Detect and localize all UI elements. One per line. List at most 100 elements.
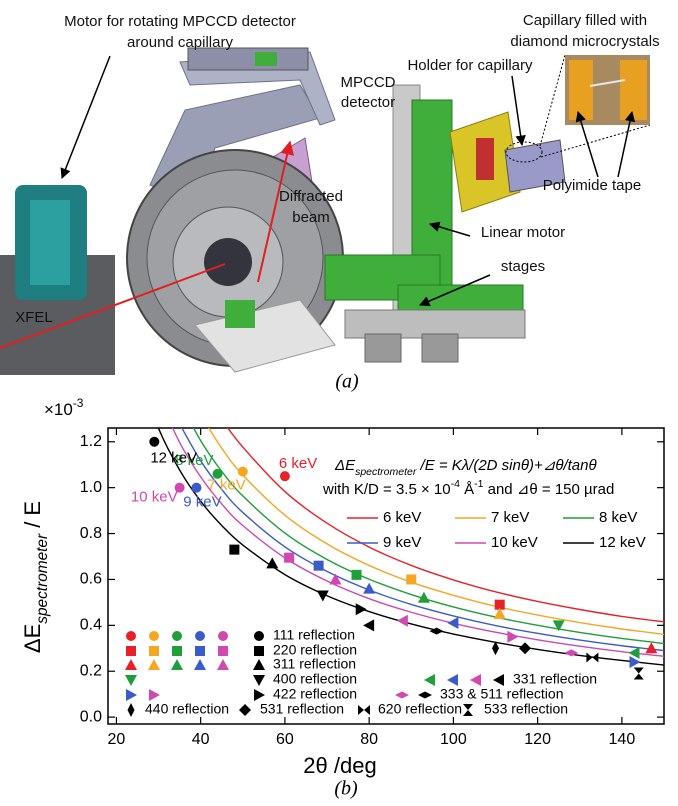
axis-exponent-sup: -3	[73, 396, 84, 410]
x-tick-label: 60	[276, 731, 294, 748]
legend-symbol	[418, 692, 432, 699]
y-tick-label: 1.2	[80, 433, 102, 450]
data-point	[447, 617, 458, 629]
legend-label: 7 keV	[491, 509, 529, 526]
legend-label: 620 reflection	[378, 701, 462, 717]
legend-symbol	[358, 705, 370, 715]
x-tick-label: 80	[360, 731, 378, 748]
legend-symbol	[149, 689, 160, 701]
legend-label: 6 keV	[383, 509, 421, 526]
annotation: Linear motor	[481, 224, 565, 241]
x-tick-label: 20	[108, 731, 126, 748]
annotation: around capillary	[127, 34, 233, 51]
legend-symbol	[424, 674, 435, 686]
arrow	[62, 56, 110, 178]
x-tick-label: 140	[609, 731, 636, 748]
y-tick-label: 0.0	[80, 708, 102, 725]
formula-note: with K/D = 3.5 × 10-4 Å-1 and ⊿θ = 150 µ…	[322, 478, 614, 498]
data-point	[645, 642, 657, 653]
data-point	[191, 483, 201, 493]
detector-electronics	[188, 48, 308, 70]
rotation-motor	[30, 200, 70, 285]
legend-symbol	[128, 703, 135, 717]
y-axis-label-sub: spectrometer	[34, 533, 51, 624]
legend-symbol	[195, 646, 205, 656]
axis-exponent: ×10-3	[44, 396, 84, 419]
legend-label: 333 & 511 reflection	[440, 686, 564, 702]
data-point	[229, 545, 239, 555]
data-point	[519, 642, 531, 654]
y-tick-label: 1.0	[80, 479, 102, 496]
legend-symbol	[171, 659, 183, 670]
legend-symbol	[463, 704, 473, 716]
data-point	[406, 574, 416, 584]
formula-part: ΔE	[334, 457, 356, 474]
legend-symbol	[493, 674, 504, 686]
y-tick-label: 0.8	[80, 525, 102, 542]
formula-note-part: and ⊿θ = 150 µrad	[483, 481, 614, 498]
legend-label: 331 reflection	[513, 671, 597, 687]
annotation: Polyimide tape	[543, 177, 641, 194]
y-tick-label: 0.2	[80, 662, 102, 679]
legend-label: 9 keV	[383, 534, 421, 551]
legend-symbol	[470, 674, 481, 686]
legend-symbol	[125, 675, 137, 686]
data-point	[149, 437, 159, 447]
legend-symbol	[239, 704, 251, 716]
annotation: Holder for capillary	[407, 57, 533, 74]
legend-label: 10 keV	[491, 534, 538, 551]
annotation: Capillary filled with	[523, 12, 647, 29]
curve	[159, 396, 664, 656]
legend-symbol	[148, 659, 160, 670]
panel-caption: (b)	[334, 778, 358, 800]
page: Motor for rotating MPCCD detector around …	[0, 0, 678, 801]
x-tick-label: 100	[440, 731, 467, 748]
data-point	[238, 467, 248, 477]
legend-symbol	[254, 631, 264, 641]
zoom-line	[540, 55, 565, 146]
legend-label: 533 reflection	[484, 701, 568, 717]
chart: 20 40 60 80 100 120 140 0.0 0.2 0.4 0.6 0.8 1.0 1.2 ×1…	[20, 370, 664, 748]
x-tick-label: 120	[524, 731, 551, 748]
legend-symbol	[126, 646, 136, 656]
annotation: XFEL	[15, 309, 53, 326]
legend-symbol	[126, 689, 137, 701]
formula-note-sup: -1	[474, 478, 483, 490]
annotation: diamond microcrystals	[510, 33, 659, 50]
polyimide-tape	[569, 60, 593, 120]
annotation: beam	[292, 209, 330, 226]
legend-symbol	[217, 659, 229, 670]
legend-symbol	[126, 631, 136, 641]
legend-label: 440 reflection	[145, 701, 229, 717]
point-label: 10 keV	[131, 489, 178, 506]
data-point	[280, 471, 290, 481]
base-cylinder	[422, 334, 458, 362]
annotation: Motor for rotating MPCCD detector	[64, 13, 296, 30]
legend-symbol	[254, 646, 264, 656]
x-axis-label: 2θ /deg	[303, 753, 376, 778]
y-tick-label: 0.6	[80, 571, 102, 588]
data-point	[634, 668, 644, 680]
point-label: 7 keV	[207, 477, 245, 494]
legend-label: 8 keV	[599, 509, 637, 526]
annotation: stages	[501, 258, 545, 275]
arrow	[512, 76, 522, 145]
point-label: 6 keV	[279, 455, 317, 472]
legend-symbol	[194, 659, 206, 670]
legend-symbol	[253, 675, 265, 686]
chamber-port	[204, 238, 252, 286]
x-tick-label: 40	[192, 731, 210, 748]
base-cylinder	[365, 334, 401, 362]
formula-note-part: Å	[460, 481, 474, 498]
legend-symbol	[218, 631, 228, 641]
legend-label: 422 reflection	[273, 686, 357, 702]
data-point	[213, 469, 223, 479]
data-point	[314, 561, 324, 571]
legend-symbol	[149, 631, 159, 641]
point-label: 9 keV	[183, 494, 221, 511]
formula-part: /E = Kλ/(2D sinθ)+⊿θ/tanθ	[416, 457, 596, 474]
legend-symbol	[395, 692, 409, 699]
legend-symbol	[218, 646, 228, 656]
data-point	[356, 603, 367, 615]
y-tick-label: 0.4	[80, 617, 102, 634]
